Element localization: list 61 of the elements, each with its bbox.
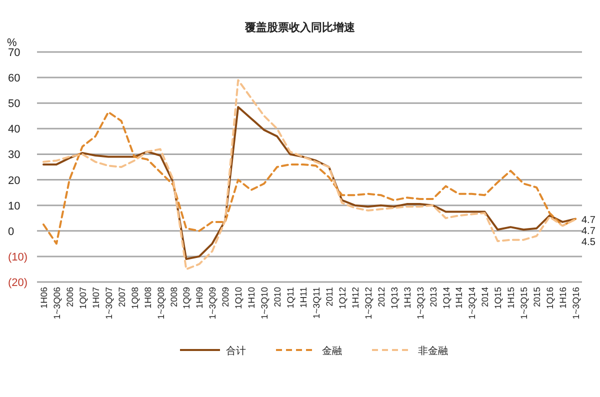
- x-tick-label: 1Q14: [441, 287, 452, 310]
- y-tick-label: 40: [8, 124, 20, 136]
- x-tick-label: 1H06: [38, 287, 49, 309]
- x-tick-label: 1~3Q09: [208, 287, 218, 320]
- y-tick-label: 50: [8, 98, 20, 110]
- x-tick-label: 1H11: [298, 287, 309, 308]
- x-tick-label: 1~3Q11: [311, 287, 322, 319]
- y-tick-label: (20): [8, 277, 28, 289]
- legend-label: 非金融: [418, 345, 448, 357]
- x-tick-label: 1H16: [558, 287, 568, 309]
- x-tick-label: 2014: [480, 287, 490, 308]
- x-tick-label: 1Q09: [182, 287, 192, 310]
- x-tick-label: 2011: [324, 287, 334, 306]
- data-label: 4.5: [582, 236, 596, 248]
- chart-title: 覆盖股票收入同比增速: [244, 21, 356, 34]
- y-tick-label: (10): [8, 251, 28, 264]
- x-tick-label: 1~3Q15: [519, 287, 530, 320]
- x-tick-label: 2010: [272, 287, 283, 308]
- x-tick-label: 1Q07: [78, 287, 88, 310]
- x-tick-label: 2009: [220, 287, 231, 308]
- x-tick-label: 1H08: [142, 287, 153, 309]
- x-tick-label: 1H07: [90, 287, 101, 309]
- y-tick-label: 20: [8, 174, 20, 187]
- x-tick-label: 1Q08: [130, 287, 140, 310]
- x-tick-label: 1Q13: [389, 287, 400, 310]
- x-tick-label: 2007: [116, 287, 127, 308]
- x-tick-label: 2013: [428, 287, 438, 308]
- data-label: 4.7: [582, 214, 596, 226]
- x-tick-label: 1Q11: [286, 287, 296, 308]
- x-tick-label: 1Q16: [545, 287, 556, 310]
- x-tick-label: 1~3Q12: [363, 287, 374, 320]
- x-tick-label: 1H15: [506, 287, 516, 309]
- x-tick-label: 1H13: [402, 287, 412, 309]
- x-tick-label: 1~3Q14: [467, 287, 478, 320]
- x-tick-label: 1~3Q16: [571, 287, 582, 320]
- x-tick-label: 1Q10: [234, 287, 244, 310]
- x-tick-label: 1~3Q07: [104, 287, 114, 320]
- y-tick-label: 0: [8, 226, 14, 238]
- y-axis-title: %: [7, 37, 17, 49]
- line-series: [42, 79, 577, 270]
- y-tick-label: 30: [8, 149, 20, 162]
- x-tick-label: 1~3Q06: [52, 287, 62, 320]
- legend-label: 合计: [226, 345, 246, 357]
- x-tick-label: 1~3Q10: [260, 287, 270, 320]
- x-tick-label: 2008: [168, 287, 179, 308]
- x-tick-label: 2006: [64, 287, 75, 308]
- y-tick-label: 70: [8, 47, 20, 59]
- y-tick-label: 60: [8, 72, 20, 85]
- data-label: 4.7: [582, 226, 596, 237]
- x-tick-label: 1~3Q13: [415, 287, 426, 320]
- x-tick-label: 1~3Q08: [156, 287, 166, 320]
- x-tick-label: 1Q15: [493, 287, 504, 310]
- x-tick-label: 1H12: [350, 287, 360, 309]
- x-tick-label: 2015: [532, 287, 542, 308]
- legend-label: 金融: [322, 345, 342, 357]
- x-tick-label: 2012: [376, 287, 386, 308]
- x-tick-label: 1Q12: [337, 287, 348, 310]
- x-tick-label: 1H09: [194, 287, 205, 309]
- x-tick-label: 1H14: [454, 287, 464, 309]
- y-tick-label: 10: [8, 200, 20, 212]
- x-tick-label: 1H10: [246, 287, 257, 309]
